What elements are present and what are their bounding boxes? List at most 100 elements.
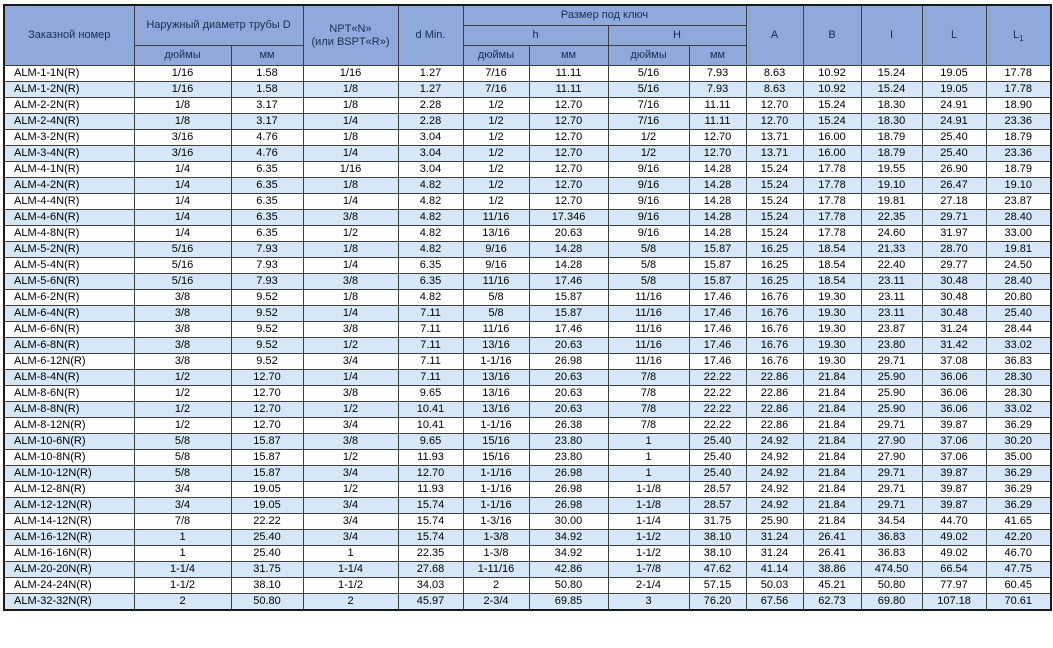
table-row: ALM-12-8N(R) 3/4 19.05 1/2 11.93 1-1/16 26.98 1…: [3, 481, 1052, 498]
order-number-cell: ALM-3-4N(R): [3, 145, 135, 162]
value-cell: 11/16: [462, 273, 530, 290]
value-cell: 23.36: [985, 113, 1052, 130]
value-cell: 11/16: [607, 337, 690, 354]
value-cell: 1-1/8: [607, 481, 690, 498]
value-cell: 17.78: [802, 225, 862, 242]
value-cell: 14.28: [528, 257, 609, 274]
value-cell: 29.71: [921, 209, 987, 226]
value-cell: 38.10: [688, 529, 747, 546]
table-row: ALM-6-12N(R) 3/8 9.52 3/4 7.11 1-1/16 26.98 11/…: [3, 353, 1052, 370]
table-row: ALM-32-32N(R) 2 50.80 2 45.97 2-3/4 69.85 3 76.2…: [3, 593, 1052, 611]
value-cell: 1/2: [302, 337, 399, 354]
value-cell: 24.50: [985, 257, 1052, 274]
value-cell: 28.70: [921, 241, 987, 258]
value-cell: 1.58: [230, 65, 304, 82]
value-cell: 31.75: [230, 561, 304, 578]
order-number-cell: ALM-16-16N(R): [3, 545, 135, 562]
value-cell: 15.87: [230, 433, 304, 450]
order-number-cell: ALM-6-2N(R): [3, 289, 135, 306]
value-cell: 1: [133, 545, 232, 562]
value-cell: 22.22: [688, 401, 747, 418]
value-cell: 23.36: [985, 145, 1052, 162]
value-cell: 23.11: [860, 305, 923, 322]
value-cell: 1-1/16: [462, 417, 530, 434]
value-cell: 1/4: [302, 257, 399, 274]
value-cell: 9/16: [462, 241, 530, 258]
value-cell: 25.40: [230, 545, 304, 562]
value-cell: 1-1/8: [607, 497, 690, 514]
value-cell: 27.90: [860, 449, 923, 466]
value-cell: 12.70: [528, 129, 609, 146]
value-cell: 38.86: [802, 561, 862, 578]
value-cell: 18.30: [860, 113, 923, 130]
value-cell: 1/4: [302, 369, 399, 386]
col-header-d-min: d Min.: [397, 4, 464, 66]
table-row: ALM-6-4N(R) 3/8 9.52 1/4 7.11 5/8 15.87 11/16 17…: [3, 305, 1052, 322]
table-row: ALM-16-12N(R) 1 25.40 3/4 15.74 1-3/8 34.92 1-1…: [3, 529, 1052, 546]
value-cell: 31.24: [745, 545, 804, 562]
value-cell: 42.86: [528, 561, 609, 578]
value-cell: 1.27: [397, 81, 464, 98]
order-number-cell: ALM-14-12N(R): [3, 513, 135, 530]
value-cell: 7.11: [397, 353, 464, 370]
value-cell: 4.82: [397, 177, 464, 194]
value-cell: 1-3/16: [462, 513, 530, 530]
value-cell: 1-1/16: [462, 465, 530, 482]
table-row: ALM-3-2N(R) 3/16 4.76 1/8 3.04 1/2 12.70 1/2 12.…: [3, 129, 1052, 146]
value-cell: 9.52: [230, 305, 304, 322]
value-cell: 5/8: [133, 433, 232, 450]
value-cell: 25.40: [688, 465, 747, 482]
value-cell: 30.48: [921, 273, 987, 290]
value-cell: 3: [607, 593, 690, 611]
order-number-cell: ALM-6-8N(R): [3, 337, 135, 354]
value-cell: 20.63: [528, 225, 609, 242]
value-cell: 36.06: [921, 385, 987, 402]
table-row: ALM-4-4N(R) 1/4 6.35 1/4 4.82 1/2 12.70 9/16 14.…: [3, 193, 1052, 210]
value-cell: 3/4: [302, 353, 399, 370]
table-row: ALM-2-2N(R) 1/8 3.17 1/8 2.28 1/2 12.70 7/16 11.…: [3, 97, 1052, 114]
value-cell: 19.81: [860, 193, 923, 210]
value-cell: 5/16: [133, 241, 232, 258]
order-number-cell: ALM-5-6N(R): [3, 273, 135, 290]
value-cell: 25.40: [985, 305, 1052, 322]
value-cell: 1/2: [302, 225, 399, 242]
value-cell: 27.68: [397, 561, 464, 578]
value-cell: 50.80: [860, 577, 923, 594]
value-cell: 1/8: [302, 241, 399, 258]
value-cell: 26.41: [802, 545, 862, 562]
value-cell: 23.87: [860, 321, 923, 338]
value-cell: 15.24: [745, 193, 804, 210]
value-cell: 3.04: [397, 161, 464, 178]
value-cell: 22.22: [688, 417, 747, 434]
value-cell: 30.00: [528, 513, 609, 530]
value-cell: 15.74: [397, 529, 464, 546]
value-cell: 11/16: [607, 305, 690, 322]
col-header-wrench-size: Размер под ключ: [462, 4, 747, 26]
value-cell: 7.93: [230, 241, 304, 258]
value-cell: 4.76: [230, 145, 304, 162]
value-cell: 1-3/8: [462, 545, 530, 562]
value-cell: 17.78: [802, 177, 862, 194]
value-cell: 12.70: [230, 369, 304, 386]
value-cell: 21.84: [802, 481, 862, 498]
value-cell: 4.82: [397, 209, 464, 226]
value-cell: 39.87: [921, 465, 987, 482]
value-cell: 11/16: [462, 209, 530, 226]
value-cell: 6.35: [230, 177, 304, 194]
value-cell: 19.30: [802, 289, 862, 306]
value-cell: 21.84: [802, 449, 862, 466]
table-row: ALM-20-20N(R) 1-1/4 31.75 1-1/4 27.68 1-11/16…: [3, 561, 1052, 578]
order-number-cell: ALM-8-8N(R): [3, 401, 135, 418]
value-cell: 11.11: [528, 81, 609, 98]
value-cell: 22.86: [745, 401, 804, 418]
order-number-cell: ALM-32-32N(R): [3, 593, 135, 611]
value-cell: 24.91: [921, 113, 987, 130]
value-cell: 1/2: [133, 401, 232, 418]
value-cell: 20.63: [528, 369, 609, 386]
value-cell: 29.71: [860, 353, 923, 370]
value-cell: 1/2: [607, 145, 690, 162]
value-cell: 24.92: [745, 465, 804, 482]
value-cell: 69.85: [528, 593, 609, 611]
value-cell: 8.63: [745, 65, 804, 82]
value-cell: 3/4: [133, 481, 232, 498]
